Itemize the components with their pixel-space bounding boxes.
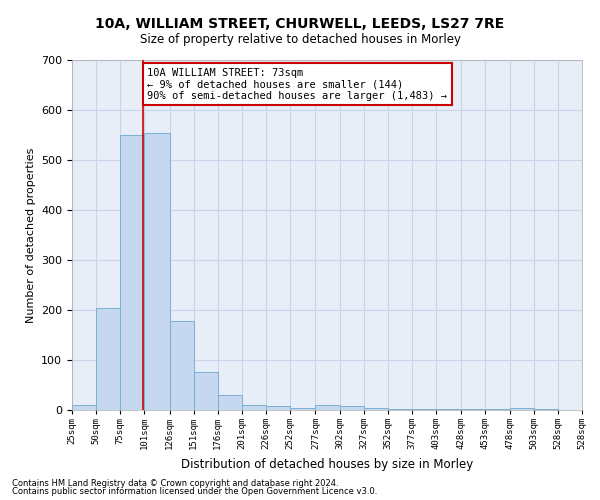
Bar <box>96 308 120 410</box>
Bar <box>170 321 194 410</box>
Bar <box>461 409 485 410</box>
Text: 10A, WILLIAM STREET, CHURWELL, LEEDS, LS27 7RE: 10A, WILLIAM STREET, CHURWELL, LEEDS, LS… <box>95 18 505 32</box>
Text: Contains HM Land Registry data © Crown copyright and database right 2024.: Contains HM Land Registry data © Crown c… <box>12 478 338 488</box>
Bar <box>534 409 558 410</box>
Text: Contains public sector information licensed under the Open Government Licence v3: Contains public sector information licen… <box>12 487 377 496</box>
Text: Size of property relative to detached houses in Morley: Size of property relative to detached ho… <box>139 32 461 46</box>
Bar <box>266 406 290 410</box>
Y-axis label: Number of detached properties: Number of detached properties <box>26 148 35 322</box>
Bar <box>364 408 388 410</box>
Bar <box>194 372 218 410</box>
Bar <box>72 405 96 410</box>
Bar <box>242 405 266 410</box>
Bar <box>120 135 145 410</box>
Bar <box>509 408 534 410</box>
Bar <box>290 408 316 410</box>
Bar <box>316 405 340 410</box>
Bar <box>218 395 242 410</box>
Bar <box>485 409 509 410</box>
Bar <box>145 132 170 410</box>
Text: 10A WILLIAM STREET: 73sqm
← 9% of detached houses are smaller (144)
90% of semi-: 10A WILLIAM STREET: 73sqm ← 9% of detach… <box>148 68 448 100</box>
Bar <box>412 408 436 410</box>
Bar <box>436 408 461 410</box>
X-axis label: Distribution of detached houses by size in Morley: Distribution of detached houses by size … <box>181 458 473 470</box>
Bar <box>388 408 412 410</box>
Bar <box>340 406 364 410</box>
